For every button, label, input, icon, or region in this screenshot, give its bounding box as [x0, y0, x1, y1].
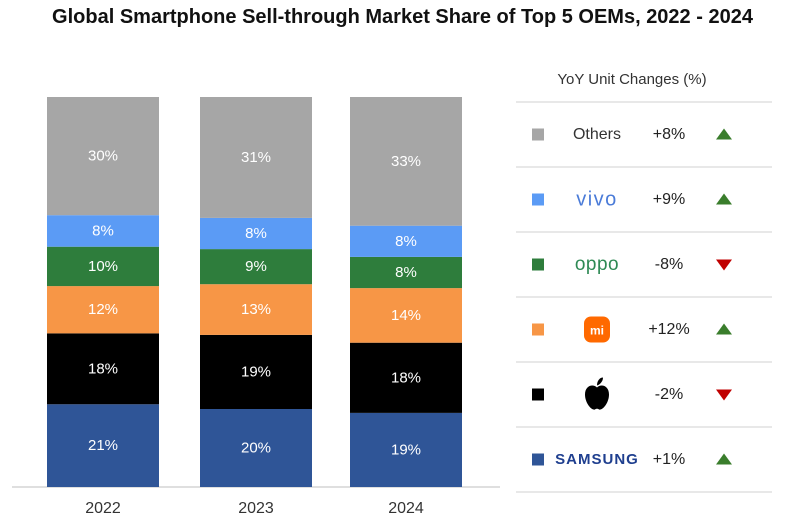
up-arrow-icon [716, 453, 732, 465]
data-label-apple-2024: 18% [391, 369, 421, 386]
legend-swatch-apple [532, 388, 544, 401]
up-arrow-icon [716, 193, 732, 205]
legend-swatch-oppo [532, 258, 544, 271]
legend-change-samsung: +1% [653, 451, 685, 468]
bar-apple-2022 [47, 333, 159, 405]
legend-change-apple: -2% [655, 386, 683, 403]
data-label-vivo-2024: 8% [395, 233, 417, 250]
legend-change-xiaomi: +12% [648, 321, 689, 338]
up-arrow-icon [716, 323, 732, 335]
xiaomi-logo [584, 316, 610, 343]
legend-swatch-xiaomi [532, 323, 544, 336]
oppo-logo: oppo [575, 254, 619, 275]
bar-others-2024 [350, 97, 462, 226]
bar-samsung-2023 [200, 409, 312, 487]
data-label-oppo-2024: 8% [395, 264, 417, 281]
samsung-logo: SAMSUNG [555, 451, 639, 468]
bar-apple-2024 [350, 342, 462, 413]
vivo-logo: vivo [576, 189, 618, 211]
data-label-xiaomi-2023: 13% [241, 301, 271, 318]
data-label-oppo-2022: 10% [88, 258, 118, 275]
data-label-samsung-2024: 19% [391, 441, 421, 458]
data-label-oppo-2023: 9% [245, 258, 267, 275]
legend-swatch-vivo [532, 193, 544, 206]
chart-title: Global Smartphone Sell-through Market Sh… [52, 6, 753, 28]
bar-samsung-2022 [47, 404, 159, 487]
legend-change-others: +8% [653, 126, 685, 143]
bar-vivo-2024 [350, 225, 462, 257]
bar-xiaomi-2024 [350, 288, 462, 343]
legend-change-oppo: -8% [655, 256, 683, 273]
data-label-samsung-2023: 20% [241, 440, 271, 457]
legend-swatch-others [532, 128, 544, 141]
bar-oppo-2024 [350, 256, 462, 289]
data-label-others-2024: 33% [391, 153, 421, 170]
x-tick-2022: 2022 [85, 500, 121, 517]
down-arrow-icon [716, 259, 732, 271]
data-label-others-2023: 31% [241, 149, 271, 166]
legend-change-vivo: +9% [653, 191, 685, 208]
apple-logo-leaf [597, 377, 603, 386]
bar-vivo-2023 [200, 217, 312, 250]
data-label-vivo-2023: 8% [245, 225, 267, 242]
legend-name-others: Others [573, 126, 621, 143]
data-label-vivo-2022: 8% [92, 222, 114, 239]
x-tick-2023: 2023 [238, 500, 274, 517]
data-label-apple-2023: 19% [241, 363, 271, 380]
up-arrow-icon [716, 128, 732, 140]
data-label-samsung-2022: 21% [88, 437, 118, 454]
legend-swatch-samsung [532, 453, 544, 466]
bar-oppo-2023 [200, 249, 312, 285]
xiaomi-logo-text: mi [590, 324, 604, 338]
bar-apple-2023 [200, 334, 312, 409]
bar-xiaomi-2022 [47, 286, 159, 334]
data-label-others-2022: 30% [88, 148, 118, 165]
bar-others-2022 [47, 97, 159, 216]
bar-others-2023 [200, 97, 312, 218]
legend-title: YoY Unit Changes (%) [557, 71, 706, 88]
data-label-xiaomi-2022: 12% [88, 301, 118, 318]
bar-xiaomi-2023 [200, 284, 312, 335]
apple-logo [585, 385, 609, 410]
bar-vivo-2022 [47, 215, 159, 247]
bar-oppo-2022 [47, 246, 159, 287]
data-label-apple-2022: 18% [88, 360, 118, 377]
x-tick-2024: 2024 [388, 500, 424, 517]
down-arrow-icon [716, 389, 732, 401]
bar-samsung-2024 [350, 412, 462, 487]
data-label-xiaomi-2024: 14% [391, 307, 421, 324]
